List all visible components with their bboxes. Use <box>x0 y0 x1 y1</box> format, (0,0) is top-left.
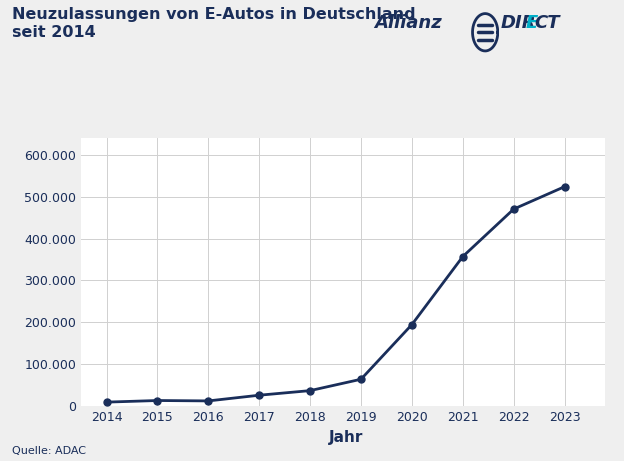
Text: seit 2014: seit 2014 <box>12 25 96 41</box>
Text: DIR: DIR <box>500 14 536 32</box>
Text: Quelle: ADAC: Quelle: ADAC <box>12 446 87 456</box>
Text: Jahr: Jahr <box>329 430 364 445</box>
Text: Neuzulassungen von E-Autos in Deutschland: Neuzulassungen von E-Autos in Deutschlan… <box>12 7 416 22</box>
Text: Allianz: Allianz <box>374 14 442 32</box>
Text: CT: CT <box>535 14 560 32</box>
Text: E: E <box>526 14 539 32</box>
